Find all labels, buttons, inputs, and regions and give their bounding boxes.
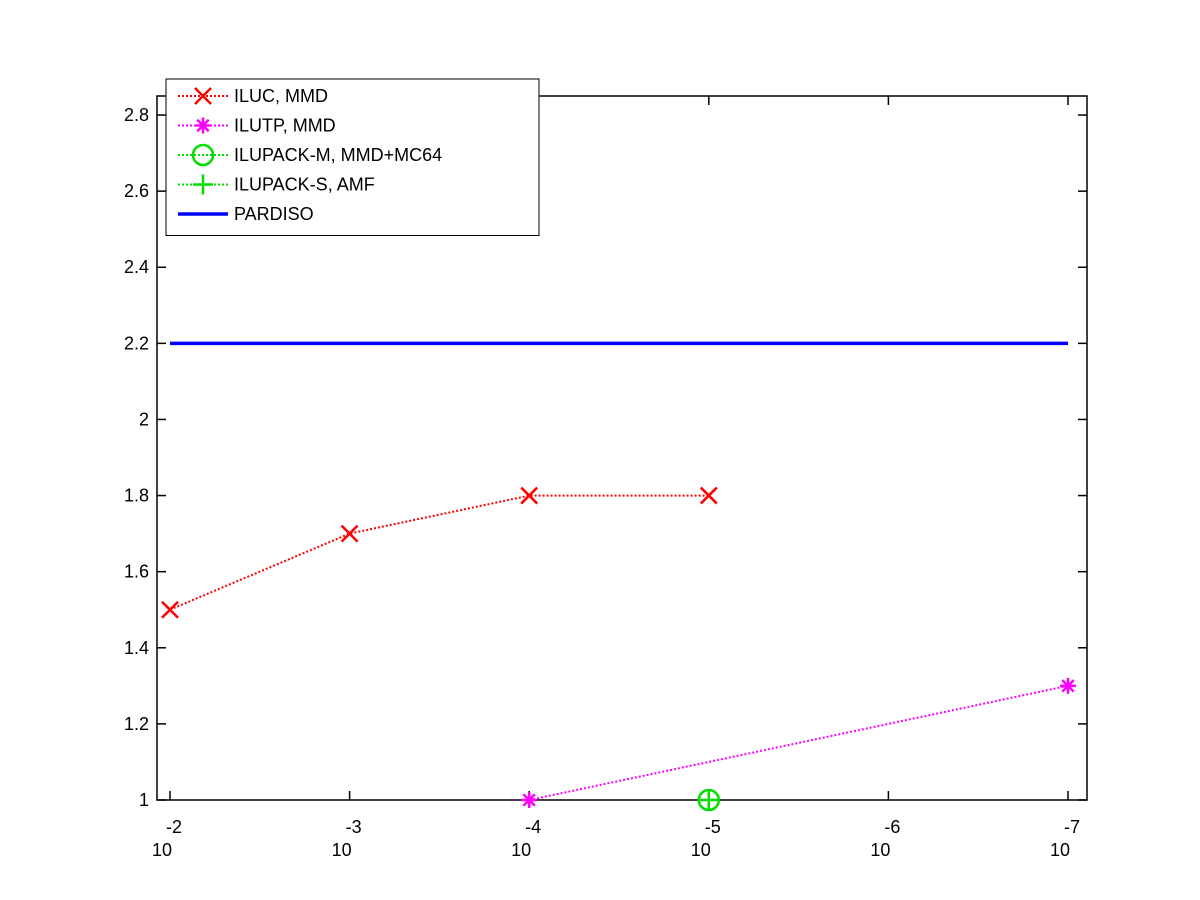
series-iluc-mmd [161,486,718,619]
legend: ILUC, MMD ILUTP, MMD ILUPACK-M, MMD+MC64 IL… [165,78,540,236]
x-tick-base: 10 [511,840,531,860]
y-tick-label: 1 [139,790,149,810]
series-layer [161,341,1076,812]
legend-label: ILUTP, MMD [234,116,336,136]
y-tick-label: 1.4 [124,638,149,658]
series-ilutp-mmd [521,677,1076,808]
y-tick-label: 2.2 [124,333,149,353]
x-tick-exponent: -7 [1064,817,1080,837]
x-tick-exponent: -2 [166,817,182,837]
axis-ticks: 1 1.2 1.4 1.6 1.8 2 2.2 2.4 2.6 2.8 -2 10 -3 10 -4 10 -5… [124,96,1087,860]
series-ilupack-s-amf [698,790,719,810]
x-tick-base: 10 [332,840,352,860]
legend-entry: PARDISO [178,204,314,224]
marker-x [699,486,718,505]
legend-entry: ILUC, MMD [178,86,328,106]
series-line [169,494,709,611]
y-tick-label: 1.8 [124,486,149,506]
marker-circle [191,143,215,167]
legend-label: PARDISO [234,204,314,224]
y-tick-label: 2.8 [124,105,149,125]
x-tick-base: 10 [691,840,711,860]
marker-asterisk [521,792,538,808]
marker-x [520,486,539,505]
y-tick-label: 2.6 [124,181,149,201]
legend-entry: ILUPACK-M, MMD+MC64 [178,143,442,167]
x-tick-base: 10 [1050,840,1070,860]
x-tick-exponent: -5 [705,817,721,837]
marker-x [340,524,359,543]
x-tick-base: 10 [870,840,890,860]
marker-plus [193,174,213,195]
y-tick-label: 2 [139,409,149,429]
legend-entry: ILUTP, MMD [178,116,336,136]
marker-plus [698,790,719,810]
legend-label: ILUPACK-M, MMD+MC64 [234,145,442,165]
legend-label: ILUC, MMD [234,86,328,106]
y-tick-label: 2.4 [124,257,149,277]
legend-label: ILUPACK-S, AMF [234,175,375,195]
y-tick-label: 1.6 [124,562,149,582]
x-tick-exponent: -4 [525,817,541,837]
x-tick-exponent: -6 [884,817,900,837]
legend-entry: ILUPACK-S, AMF [178,174,375,195]
marker-asterisk [1060,677,1076,694]
y-tick-label: 1.2 [124,714,149,734]
marker-x [161,600,179,619]
x-tick-base: 10 [152,840,172,860]
marker-asterisk [195,117,211,134]
legend-box [165,78,540,236]
x-tick-exponent: -3 [346,817,362,837]
marker-x [194,87,212,105]
